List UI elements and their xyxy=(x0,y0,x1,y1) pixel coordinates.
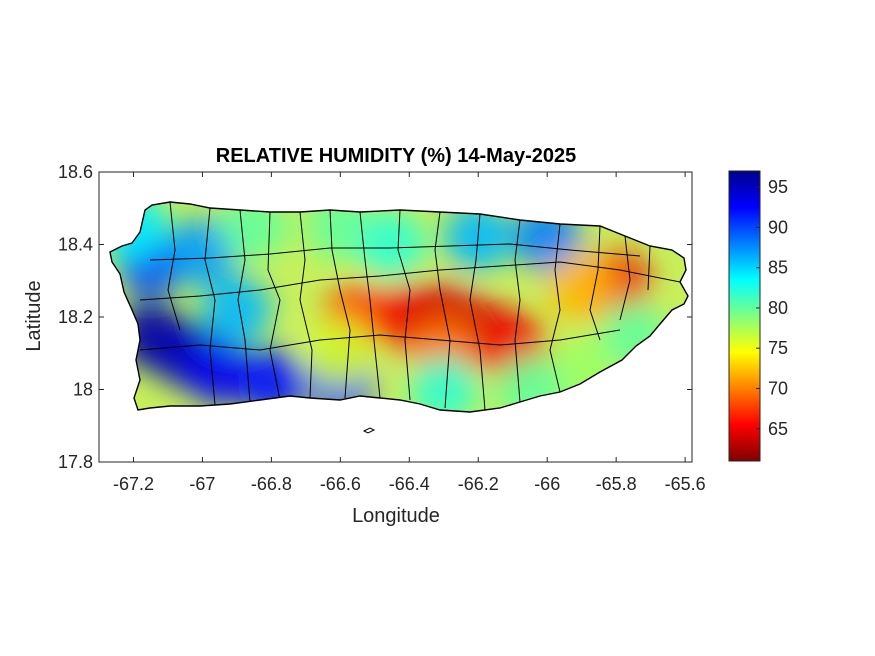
municipality-boundaries xyxy=(139,202,681,411)
municipality-boundary xyxy=(167,202,181,331)
municipality-boundary xyxy=(549,223,561,393)
municipality-boundary xyxy=(267,211,281,401)
colorbar-tick-label: 80 xyxy=(768,298,788,318)
x-tick-label: -66.8 xyxy=(251,474,292,494)
x-tick-label: -67 xyxy=(189,474,215,494)
x-tick-label: -65.8 xyxy=(596,474,637,494)
humidity-blob xyxy=(547,254,616,322)
municipality-boundary xyxy=(589,225,601,341)
municipality-boundary xyxy=(434,211,451,409)
x-tick-label: -67.2 xyxy=(113,474,154,494)
colorbar-tick-label: 85 xyxy=(768,258,788,278)
municipality-boundary xyxy=(204,207,216,406)
humidity-blob xyxy=(358,210,427,279)
x-tick-label: -66 xyxy=(534,474,560,494)
y-tick-label: 18.6 xyxy=(58,162,93,182)
municipality-boundary xyxy=(139,329,621,351)
municipality-boundary xyxy=(329,209,351,399)
humidity-blob xyxy=(202,275,271,344)
humidity-blob xyxy=(168,217,237,286)
chart-title: RELATIVE HUMIDITY (%) 14-May-2025 xyxy=(216,145,576,167)
x-axis-label: Longitude xyxy=(352,505,440,527)
y-tick-label: 18 xyxy=(73,380,93,400)
municipality-boundary xyxy=(149,243,641,261)
x-axis-ticks: -67.2 -67 -66.8 -66.6 -66.4 -66.2 -66 -65.8 -65.… xyxy=(113,172,706,494)
municipality-boundary xyxy=(397,209,411,401)
colorbar-tick-label: 65 xyxy=(768,419,788,439)
y-tick-label: 17.8 xyxy=(58,452,93,472)
y-axis-ticks: 17.8 18 18.2 18.4 18.6 xyxy=(58,162,692,472)
colorbar-tick-label: 70 xyxy=(768,379,788,399)
humidity-blob xyxy=(185,337,254,406)
municipality-boundary xyxy=(139,261,681,301)
x-tick-label: -66.6 xyxy=(320,474,361,494)
x-tick-label: -66.2 xyxy=(458,474,499,494)
municipality-boundary xyxy=(647,245,651,291)
municipality-boundary xyxy=(359,211,381,399)
colorbar-ticks: 65 70 75 80 85 90 95 xyxy=(756,177,788,439)
x-tick-label: -65.6 xyxy=(665,474,706,494)
humidity-blob xyxy=(306,319,375,388)
y-tick-label: 18.2 xyxy=(58,307,93,327)
municipality-boundary xyxy=(619,235,631,321)
y-tick-label: 18.4 xyxy=(58,235,93,255)
municipality-boundary xyxy=(514,219,521,403)
x-tick-label: -66.4 xyxy=(389,474,430,494)
colorbar-tick-label: 75 xyxy=(768,338,788,358)
municipality-boundary xyxy=(237,209,251,403)
colorbar xyxy=(728,170,761,462)
colorbar-tick-label: 90 xyxy=(768,217,788,237)
municipality-boundary xyxy=(299,211,313,399)
y-axis-label: Latitude xyxy=(23,280,45,351)
island-outline xyxy=(109,201,689,413)
small-island xyxy=(362,427,376,434)
colorbar-tick-label: 95 xyxy=(768,177,788,197)
